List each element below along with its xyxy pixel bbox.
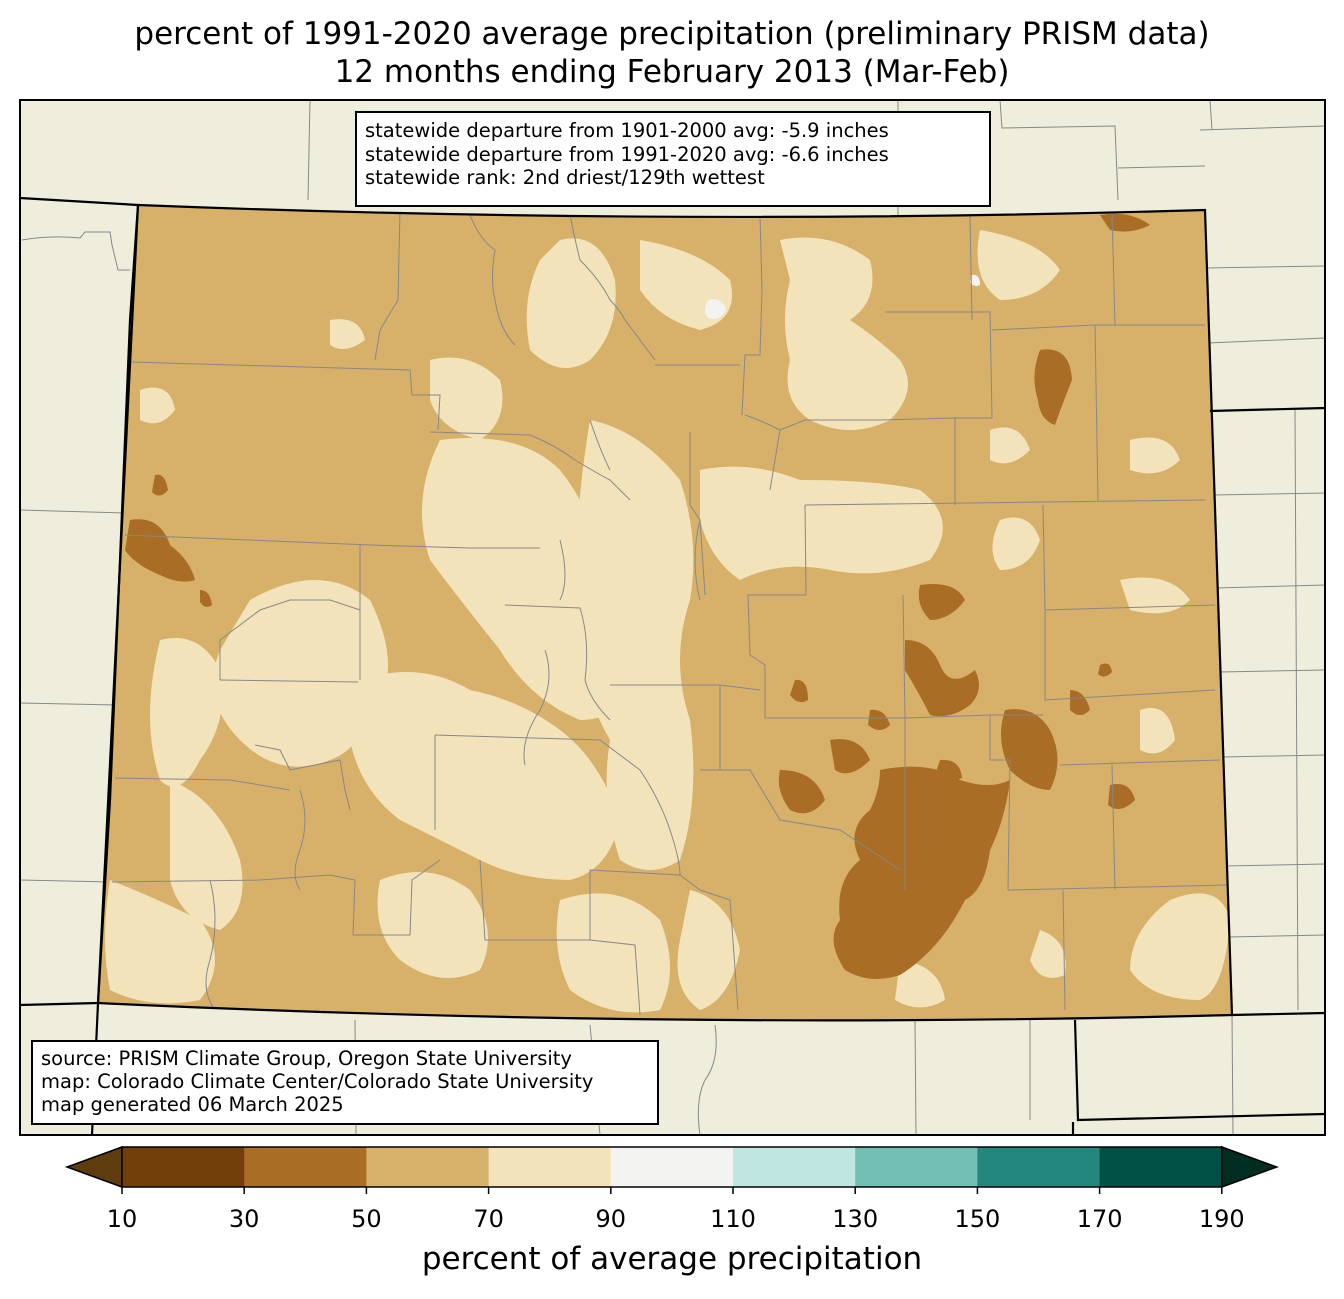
utah-colorado-west-line [90,204,140,1136]
colorbar-tick-label: 130 [832,1205,879,1233]
stats-departure-1991-2020: statewide departure from 1991-2020 avg: … [365,142,889,166]
credit-generated: map generated 06 March 2025 [41,1093,344,1116]
stats-departure-1901-2000: statewide departure from 1901-2000 avg: … [365,119,889,142]
colorbar-tick-label: 190 [1198,1205,1245,1233]
stats-rank: statewide rank: 2nd driest/129th wettest [365,166,765,189]
colorbar-label: percent of average precipitation [421,1241,923,1277]
map-frame [19,99,1326,1136]
colorbar-extend-high [1221,1145,1279,1189]
colorado-county-lines [111,209,1231,1016]
kansas-oklahoma-border [1231,1011,1326,1017]
shade-30-50-regions [125,213,1150,979]
utah-wyoming-border [19,196,139,207]
colorbar-segment [244,1147,367,1187]
colorbar-border [121,1146,1223,1188]
colorbar-segment [610,1147,734,1187]
colorbar [64,1145,1279,1194]
colorado-precip-shading [98,205,1232,1021]
colorbar-tick-label: 90 [595,1205,627,1233]
credits-box: source: PRISM Climate Group, Oregon Stat… [31,1040,659,1125]
arizona-newmexico-border [19,1001,99,1007]
colorbar-segment [122,1147,245,1187]
map-title-line1: percent of 1991-2020 average precipitati… [134,16,1210,52]
credit-source: source: PRISM Climate Group, Oregon Stat… [41,1047,572,1070]
colorbar-segment [733,1147,856,1187]
statewide-stats-box: statewide departure from 1901-2000 avg: … [355,111,991,207]
state-borders [19,196,1326,1136]
colorbar-segment [1099,1147,1223,1187]
credit-map: map: Colorado Climate Center/Colorado St… [41,1070,594,1093]
shade-70-90-regions [105,230,1230,1013]
colorbar-tick-label: 10 [106,1205,138,1233]
colorbar-segment [855,1147,978,1187]
colorbar-tick-label: 170 [1076,1205,1123,1233]
colorbar-extend-low [64,1145,123,1189]
colorbar-tick-label: 30 [228,1205,260,1233]
colorbar-segment [366,1147,490,1187]
colorado-border [96,203,1234,1022]
shade-90-110-regions [705,274,980,319]
colorbar-tick-label: 150 [954,1205,1001,1233]
map-title-line2: 12 months ending February 2013 (Mar-Feb) [334,54,1010,90]
nebraska-kansas-border [1209,406,1326,413]
colorbar-segment [977,1147,1101,1187]
oklahoma-panhandle-border [1073,1019,1326,1122]
colorbar-tick-label: 50 [351,1205,382,1233]
colorbar-tick-label: 70 [473,1205,504,1233]
colorbar-segment [488,1147,612,1187]
colorbar-tick-label: 110 [710,1205,756,1233]
